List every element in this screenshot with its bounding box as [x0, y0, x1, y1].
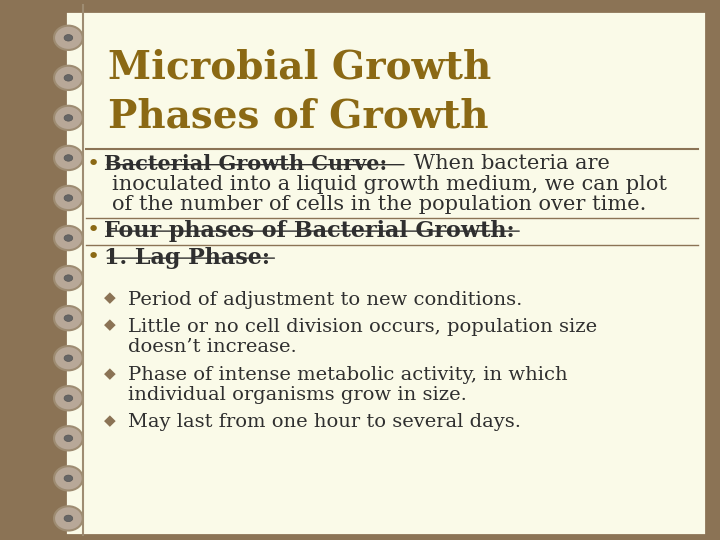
Ellipse shape	[64, 114, 73, 121]
Text: ◆: ◆	[104, 291, 116, 306]
Ellipse shape	[54, 426, 83, 450]
Ellipse shape	[54, 386, 83, 410]
Text: Four phases of Bacterial Growth:: Four phases of Bacterial Growth:	[104, 220, 515, 242]
Ellipse shape	[54, 306, 83, 330]
Ellipse shape	[54, 66, 83, 90]
Ellipse shape	[54, 466, 83, 490]
Ellipse shape	[64, 35, 73, 41]
Text: ◆: ◆	[104, 413, 116, 428]
Text: 1. Lag Phase:: 1. Lag Phase:	[104, 247, 271, 269]
Ellipse shape	[64, 154, 73, 161]
Ellipse shape	[64, 235, 73, 241]
Ellipse shape	[54, 106, 83, 130]
Ellipse shape	[64, 475, 73, 482]
Text: of the number of cells in the population over time.: of the number of cells in the population…	[112, 195, 646, 214]
Text: ◆: ◆	[104, 318, 116, 333]
Ellipse shape	[54, 25, 83, 50]
Ellipse shape	[54, 146, 83, 170]
Text: When bacteria are: When bacteria are	[407, 154, 610, 173]
Ellipse shape	[64, 515, 73, 522]
Text: •: •	[86, 154, 99, 174]
Ellipse shape	[54, 266, 83, 291]
Text: individual organisms grow in size.: individual organisms grow in size.	[128, 386, 467, 404]
Text: Microbial Growth: Microbial Growth	[108, 49, 491, 86]
Ellipse shape	[64, 75, 73, 81]
Ellipse shape	[64, 195, 73, 201]
Text: Bacterial Growth Curve:: Bacterial Growth Curve:	[104, 154, 387, 174]
Ellipse shape	[64, 395, 73, 402]
FancyBboxPatch shape	[65, 11, 706, 535]
Text: Period of adjustment to new conditions.: Period of adjustment to new conditions.	[128, 291, 523, 308]
Ellipse shape	[64, 355, 73, 361]
Text: May last from one hour to several days.: May last from one hour to several days.	[128, 413, 521, 431]
Ellipse shape	[64, 275, 73, 281]
Text: doesn’t increase.: doesn’t increase.	[128, 338, 297, 355]
Text: •: •	[86, 247, 99, 267]
Text: inoculated into a liquid growth medium, we can plot: inoculated into a liquid growth medium, …	[112, 176, 667, 194]
Ellipse shape	[54, 226, 83, 250]
Ellipse shape	[54, 346, 83, 370]
Ellipse shape	[64, 315, 73, 321]
Text: Little or no cell division occurs, population size: Little or no cell division occurs, popul…	[128, 318, 598, 335]
Text: Phase of intense metabolic activity, in which: Phase of intense metabolic activity, in …	[128, 366, 568, 384]
Ellipse shape	[64, 435, 73, 442]
Ellipse shape	[54, 507, 83, 530]
Ellipse shape	[54, 186, 83, 210]
Text: ◆: ◆	[104, 366, 116, 381]
Text: Phases of Growth: Phases of Growth	[108, 97, 488, 135]
Text: •: •	[86, 220, 99, 240]
